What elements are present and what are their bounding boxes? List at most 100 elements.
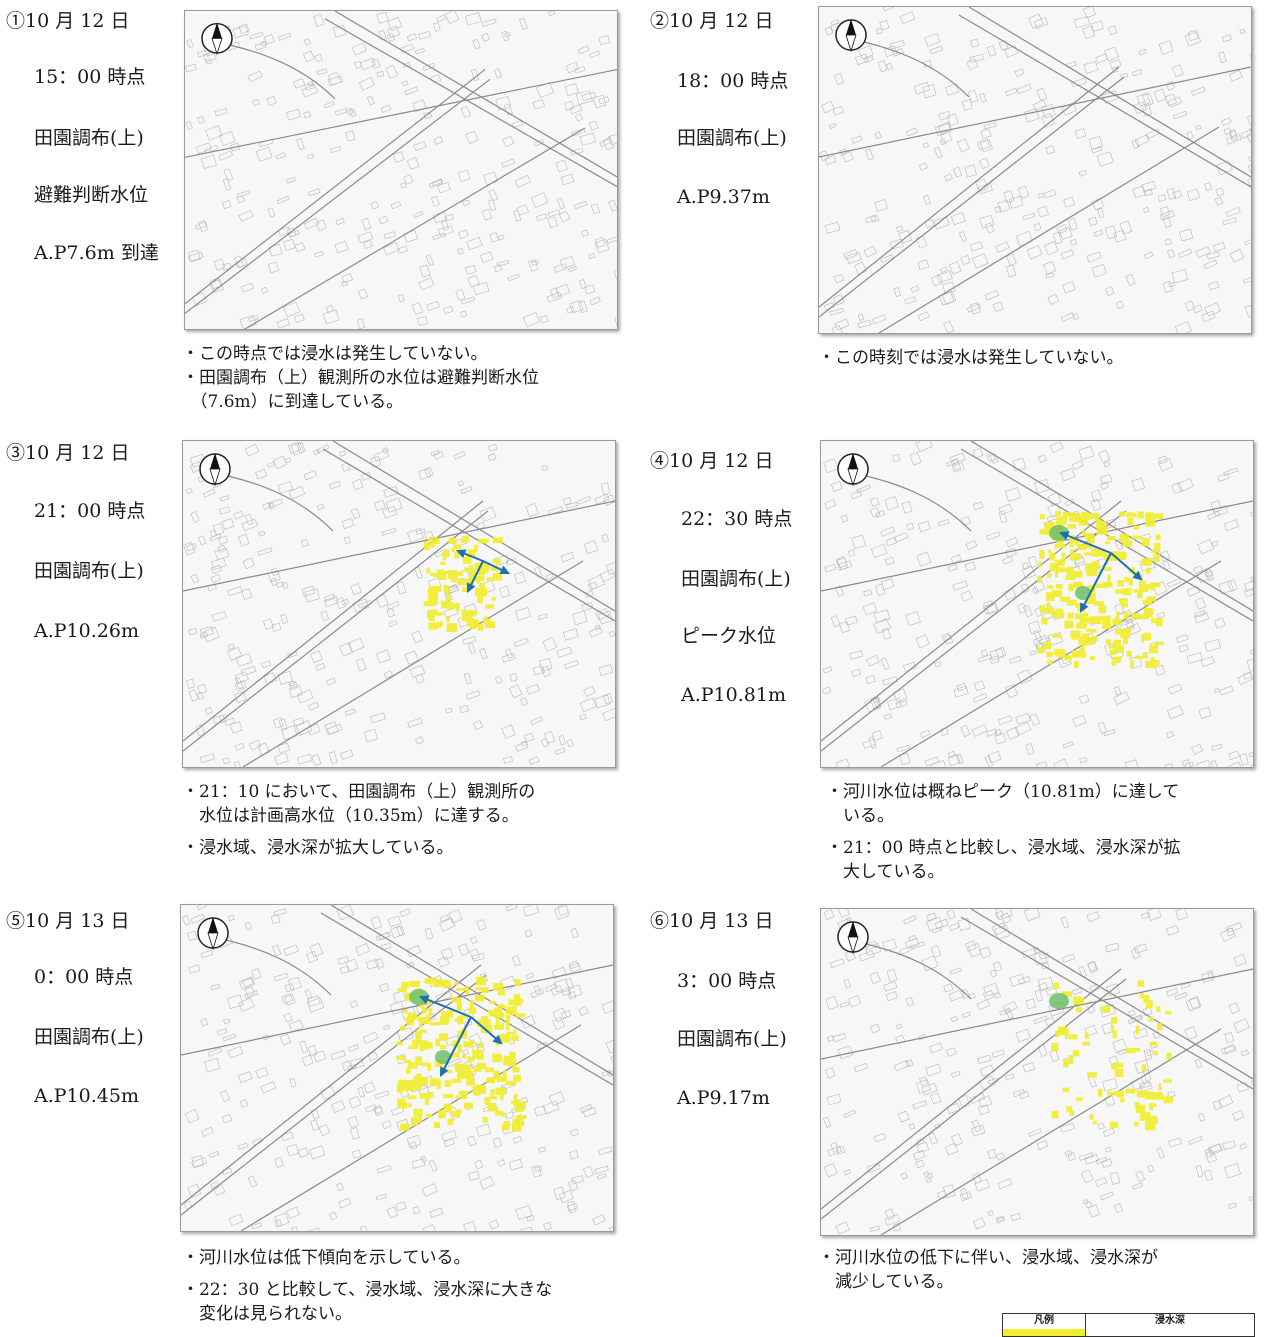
panel-time: 3：00 時点 [677, 970, 777, 992]
north-arrow-icon [837, 453, 869, 487]
legend-swatch-yellow [1003, 1329, 1085, 1336]
major-roads [183, 441, 615, 767]
panel-station: 田園調布(上) [677, 1028, 787, 1050]
street-network [181, 905, 613, 1231]
panel-station: 田園調布(上) [681, 568, 791, 590]
panel-time: 18：00 時点 [677, 70, 789, 92]
major-roads [821, 909, 1253, 1235]
panel-level-name: ピーク水位 [681, 625, 777, 647]
panel-time: 0：00 時点 [34, 966, 134, 988]
note-line: ・田園調布（上）観測所の水位は避難判断水位 [182, 368, 539, 388]
panel-date: ③10 月 12 日 [6, 442, 130, 464]
major-roads [185, 11, 617, 329]
deep-flood-area [1049, 993, 1069, 1009]
panel-date: ④10 月 12 日 [650, 450, 774, 472]
panel-level-value: A.P7.6m 到達 [34, 242, 159, 264]
flood-area [423, 536, 503, 633]
major-roads [819, 7, 1251, 333]
panel-level-value: A.P9.17m [677, 1087, 770, 1109]
flow-arrows [418, 995, 503, 1078]
panel-time: 22：30 時点 [681, 508, 793, 530]
panel-date: ⑤10 月 13 日 [6, 910, 130, 932]
flow-arrowhead [418, 995, 430, 1005]
north-arrow-icon [199, 453, 231, 487]
legend-header-2: 浸水深 [1155, 1315, 1185, 1326]
note-line: ・河川水位は概ねピーク（10.81m）に達して [826, 782, 1180, 802]
flow-arrow [420, 996, 472, 1018]
note-line: ・22：30 と比較して、浸水域、浸水深に大きな [182, 1280, 553, 1300]
note-line: 変化は見られない。 [182, 1304, 352, 1324]
north-arrow-icon [837, 921, 869, 955]
flow-arrowhead [466, 582, 476, 594]
map-1 [184, 10, 618, 330]
panel-date: ⑥10 月 13 日 [650, 910, 774, 932]
note-line: （7.6m）に到達している。 [182, 392, 404, 412]
street-network [823, 909, 1253, 1235]
flow-arrowhead [1132, 570, 1143, 581]
panel-station: 田園調布(上) [677, 127, 787, 149]
note-line: ・河川水位は低下傾向を示している。 [182, 1248, 471, 1268]
panel-level-value: A.P10.81m [681, 684, 786, 706]
street-network [821, 441, 1253, 767]
panel-station: 田園調布(上) [34, 560, 144, 582]
flow-arrows [455, 549, 511, 594]
flood-area [1051, 980, 1174, 1131]
map-2 [818, 6, 1252, 334]
panel-notes: ・河川水位の低下に伴い、浸水域、浸水深が 減少している。 [818, 1246, 1158, 1294]
map-3 [182, 440, 616, 768]
legend-header-1: 凡例 [1003, 1314, 1086, 1336]
panel-notes: ・河川水位は概ねピーク（10.81m）に達して いる。 ・21：00 時点と比較… [826, 780, 1181, 884]
map-6 [820, 908, 1254, 1236]
note-line: ・21：10 において、田園調布（上）観測所の [182, 782, 536, 802]
note-line: ・この時点では浸水は発生していない。 [182, 344, 488, 364]
north-arrow-icon [835, 19, 867, 53]
flow-arrowhead [499, 565, 511, 574]
panel-level-value: A.P10.26m [34, 620, 139, 642]
map-5 [180, 904, 614, 1232]
north-arrow-icon [201, 22, 233, 56]
panel-date: ②10 月 12 日 [650, 10, 774, 32]
flow-arrowhead [439, 1066, 449, 1078]
map-svg [181, 905, 613, 1231]
note-line: 水位は計画高水位（10.35m）に達する。 [182, 806, 519, 826]
note-line: ・21：00 時点と比較し、浸水域、浸水深が拡 [826, 838, 1181, 858]
flood-area [396, 976, 527, 1132]
legend-header-1-text: 凡例 [1034, 1315, 1054, 1326]
panel-station: 田園調布(上) [34, 127, 144, 149]
note-line: 減少している。 [818, 1272, 954, 1292]
panel-level-value: A.P9.37m [677, 186, 770, 208]
map-svg [821, 441, 1253, 767]
flow-arrow [1080, 552, 1112, 612]
flow-arrowhead [455, 549, 467, 559]
panel-date: ①10 月 12 日 [6, 10, 130, 32]
map-svg [183, 441, 615, 767]
panel-time: 15：00 時点 [34, 66, 146, 88]
flow-arrowhead [1079, 602, 1089, 614]
note-line: ・河川水位の低下に伴い、浸水域、浸水深が [818, 1248, 1158, 1268]
north-arrow-icon [197, 917, 229, 951]
map-svg [821, 909, 1253, 1235]
panel-level-value: A.P10.45m [34, 1085, 139, 1107]
note-line: ・この時刻では浸水は発生していない。 [818, 348, 1124, 368]
flow-arrow [440, 1016, 472, 1076]
panel-notes: ・河川水位は低下傾向を示している。 ・22：30 と比較して、浸水域、浸水深に大… [182, 1246, 552, 1326]
panel-notes: ・21：10 において、田園調布（上）観測所の 水位は計画高水位（10.35m）… [182, 780, 535, 860]
street-network [185, 11, 617, 329]
street-network [183, 441, 615, 767]
note-line: いる。 [826, 806, 894, 826]
panel-notes: ・この時刻では浸水は発生していない。 [818, 346, 1124, 370]
flow-arrowhead [492, 1034, 503, 1045]
note-line: ・浸水域、浸水深が拡大している。 [182, 838, 454, 858]
map-svg [185, 11, 617, 329]
note-line: 大している。 [826, 862, 945, 882]
street-network [819, 7, 1251, 333]
panel-time: 21：00 時点 [34, 500, 146, 522]
panel-level-name: 避難判断水位 [34, 184, 149, 206]
major-roads [821, 441, 1253, 767]
panel-station: 田園調布(上) [34, 1026, 144, 1048]
major-roads [181, 905, 613, 1231]
map-svg [819, 7, 1251, 333]
map-4 [820, 440, 1254, 768]
panel-notes: ・この時点では浸水は発生していない。 ・田園調布（上）観測所の水位は避難判断水位… [182, 342, 539, 414]
flow-arrowhead [1058, 531, 1070, 541]
